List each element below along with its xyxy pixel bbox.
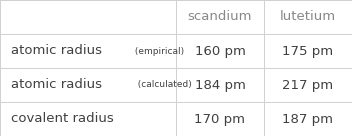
Text: atomic radius: atomic radius (11, 78, 102, 92)
Text: (calculated): (calculated) (132, 81, 192, 89)
Text: 217 pm: 217 pm (282, 78, 334, 92)
Text: 160 pm: 160 pm (195, 44, 245, 58)
Text: covalent radius: covalent radius (11, 112, 113, 126)
Text: 187 pm: 187 pm (283, 112, 333, 126)
Text: 184 pm: 184 pm (195, 78, 245, 92)
Text: (empirical): (empirical) (132, 47, 184, 55)
Text: atomic radius: atomic radius (11, 44, 102, 58)
Text: lutetium: lutetium (280, 10, 336, 24)
Text: scandium: scandium (188, 10, 252, 24)
Text: 170 pm: 170 pm (195, 112, 245, 126)
Text: 175 pm: 175 pm (282, 44, 334, 58)
